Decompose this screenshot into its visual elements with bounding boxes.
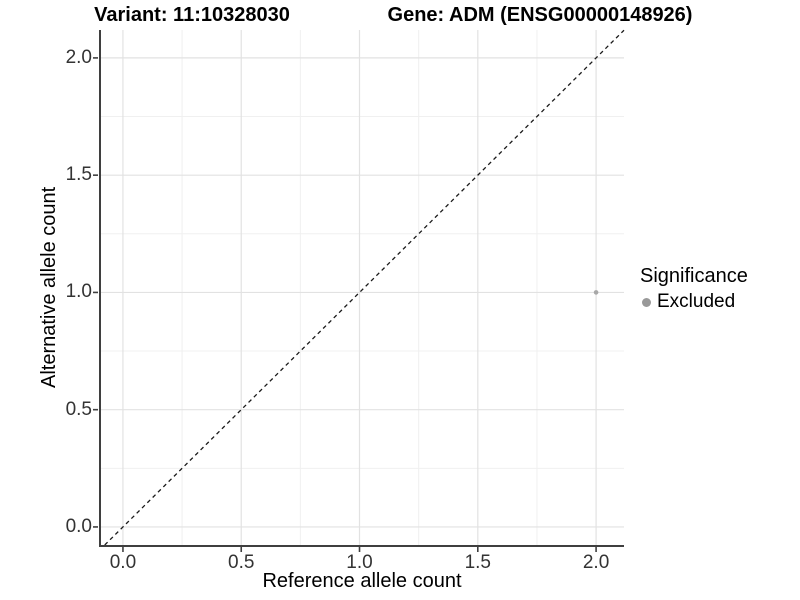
legend: Significance Excluded [640, 265, 748, 313]
plot-title-gene: Gene: ADM (ENSG00000148926) [387, 4, 693, 26]
legend-item-label: Excluded [657, 291, 736, 312]
x-tick-label: 2.0 [582, 552, 610, 573]
plot-title-variant: Variant: 11:10328030 [94, 4, 290, 26]
y-axis-title: Alternative allele count [38, 186, 60, 389]
y-tick-label: 1.0 [65, 281, 92, 303]
x-tick-label: 0.0 [109, 552, 137, 573]
identity-line [104, 29, 625, 546]
y-tick-label: 2.0 [65, 46, 92, 68]
legend-title: Significance [640, 265, 748, 287]
data-point [593, 290, 599, 295]
y-tick-label: 1.5 [65, 164, 92, 186]
x-axis-title: Reference allele count [262, 570, 462, 592]
x-tick-label: 0.5 [228, 552, 255, 573]
x-tick-label: 1.5 [464, 552, 492, 573]
legend-item-excluded: Excluded [640, 291, 748, 313]
y-tick-label: 0.5 [65, 398, 92, 420]
y-tick-label: 0.0 [65, 515, 92, 537]
x-tick-label: 1.0 [346, 552, 373, 573]
legend-point-icon [642, 297, 651, 307]
